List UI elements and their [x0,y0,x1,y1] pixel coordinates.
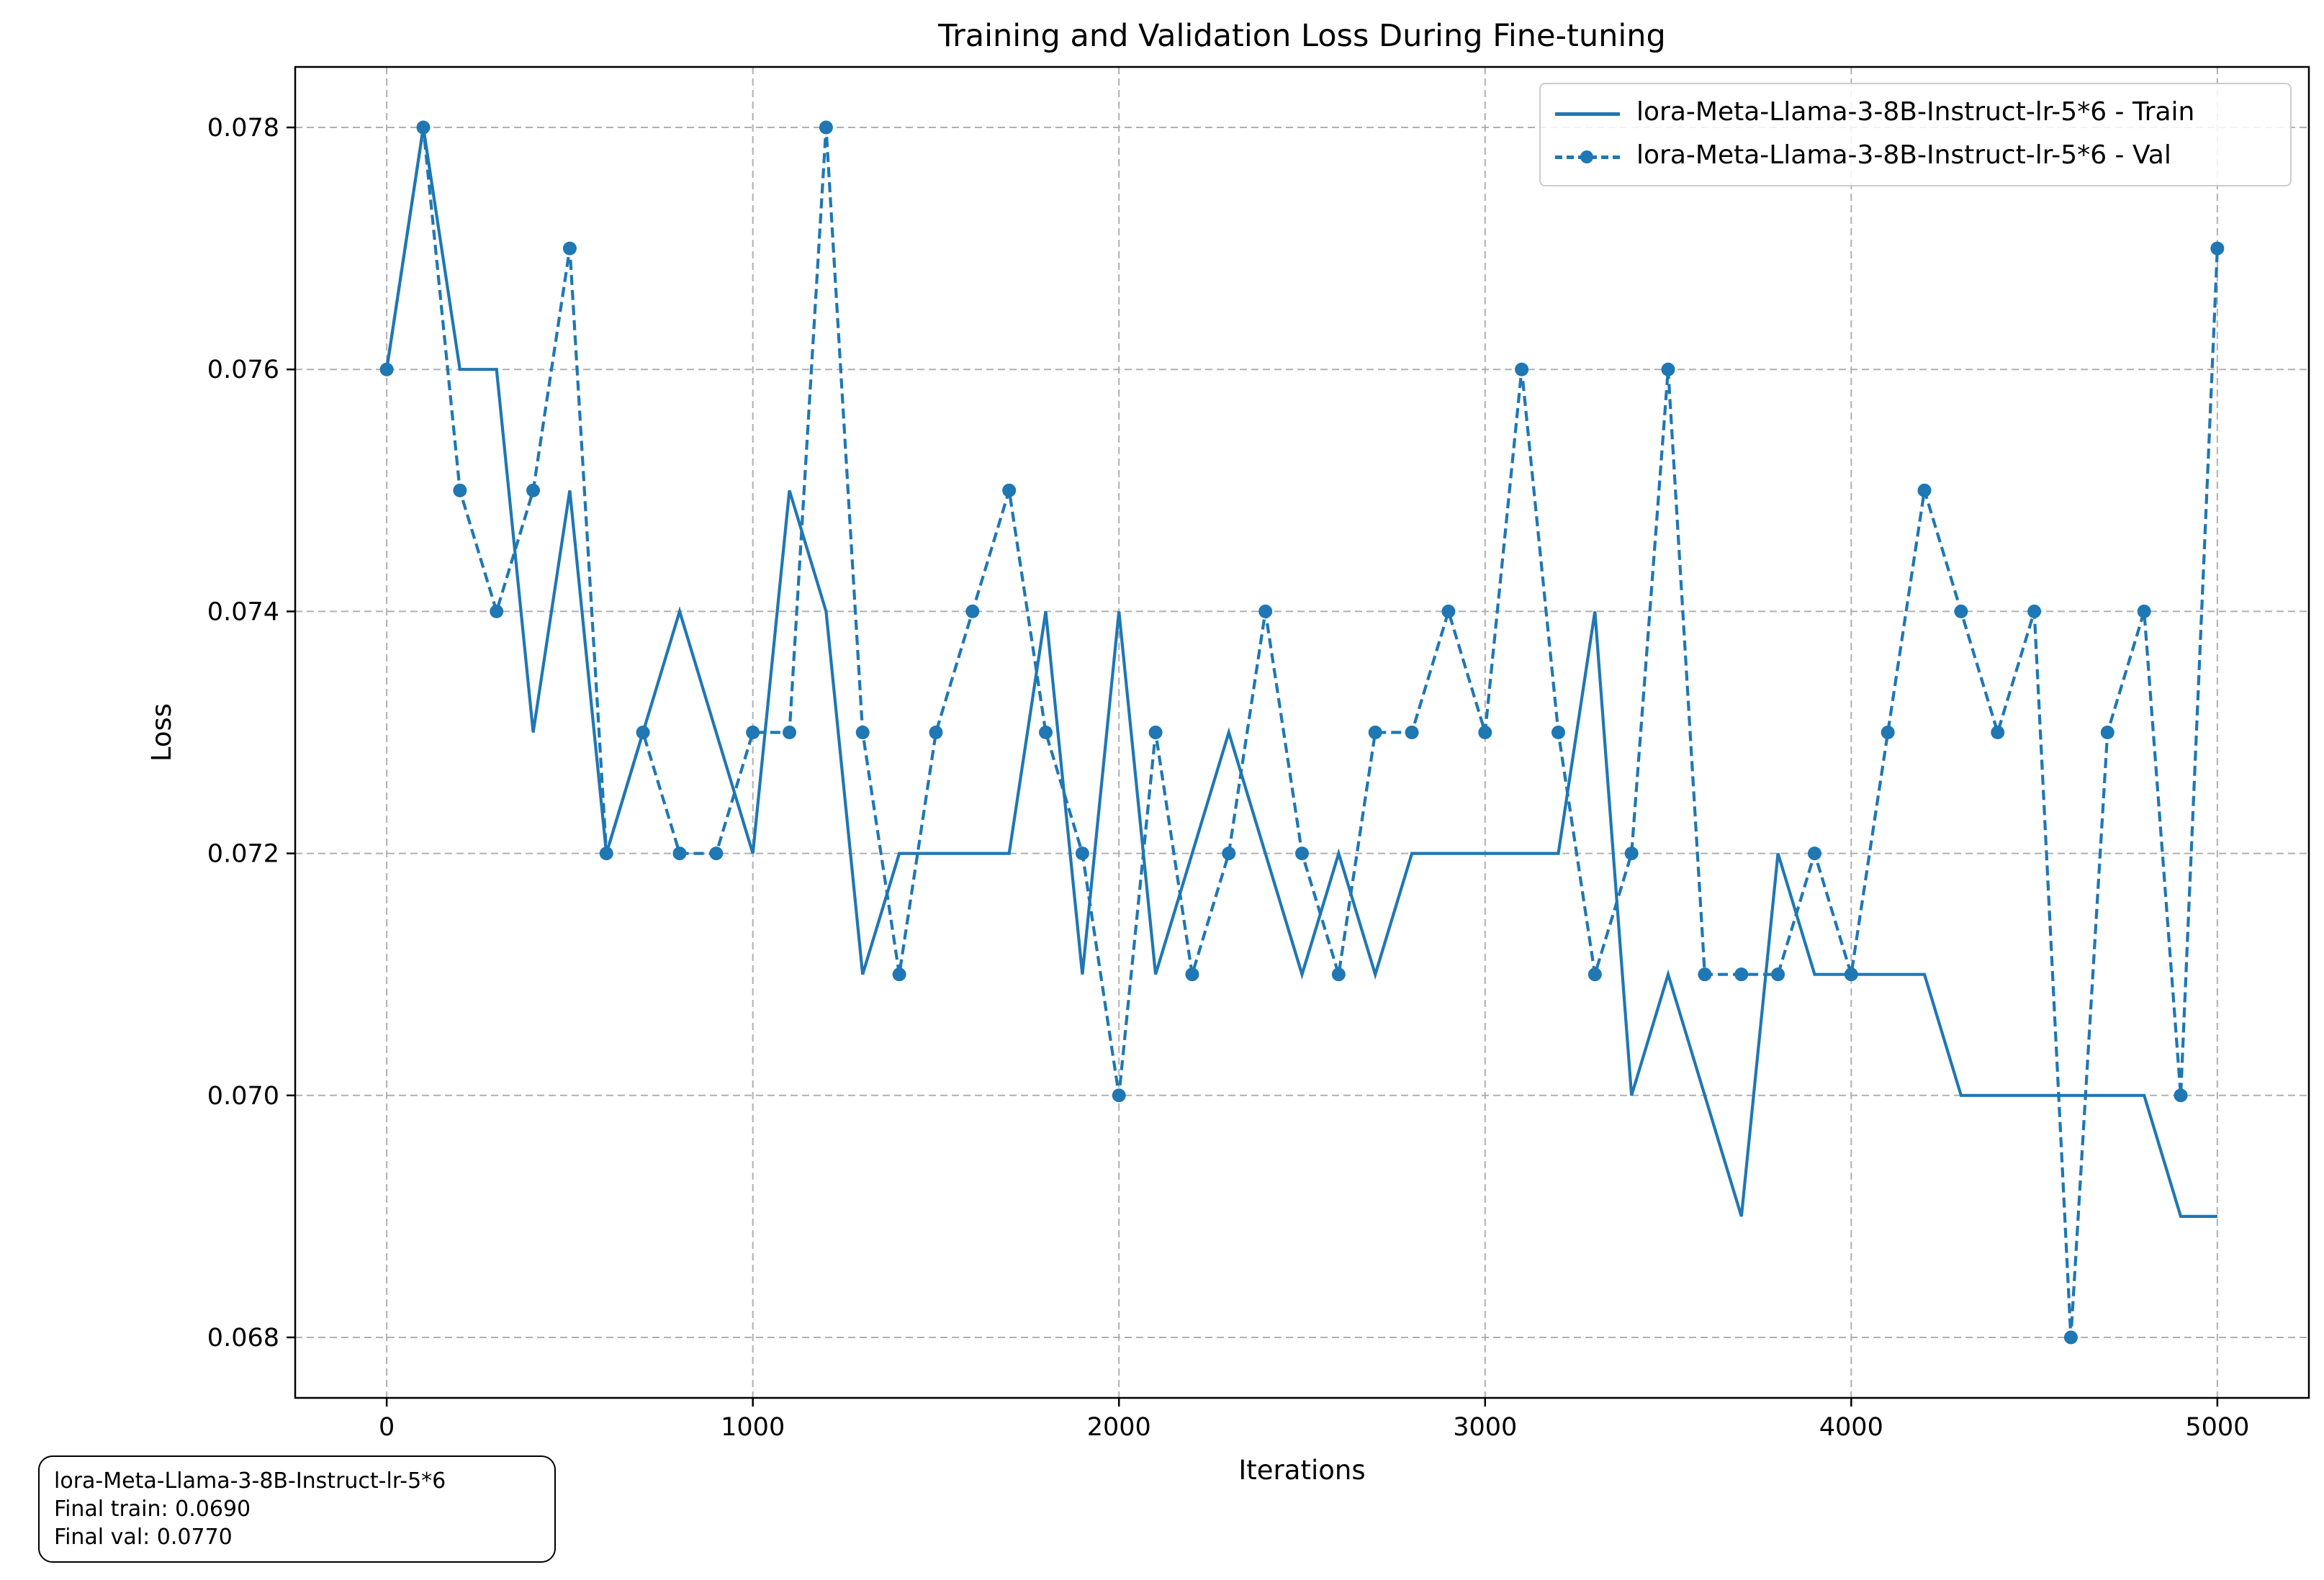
x-tick-label: 2000 [1087,1413,1151,1442]
chart-title: Training and Validation Loss During Fine… [937,18,1666,54]
plot-frame [294,66,2310,1399]
val-loss-point [1551,726,1565,739]
val-loss-point [1954,604,1968,618]
val-loss-point [526,483,541,497]
val-loss-point [892,967,906,982]
val-loss-point [1368,726,1382,739]
val-loss-point [1441,604,1456,618]
series-layer [379,120,2225,1345]
val-loss-point [1661,362,1675,376]
x-tick-label: 5000 [2185,1413,2249,1442]
val-loss-point [416,120,431,135]
val-loss-point [453,483,467,497]
val-loss-point [1881,726,1895,739]
val-loss-point [709,847,724,861]
val-loss-point [1185,967,1199,982]
val-loss-point [1075,847,1089,861]
y-axis-label: Loss [146,703,177,762]
annotation-final-train: Final train: 0.0690 [54,1497,251,1522]
x-tick-label: 0 [379,1413,395,1442]
annotation-model-name: lora-Meta-Llama-3-8B-Instruct-lr-5*6 [54,1468,446,1494]
val-loss-point [1112,1088,1126,1103]
val-loss-point [819,120,833,135]
val-loss-point [2210,241,2225,256]
y-tick-label: 0.072 [207,840,279,869]
val-loss-point [1002,483,1017,497]
val-loss-point [929,726,943,739]
val-loss-line [385,127,2219,1338]
x-tick-label: 1000 [721,1413,785,1442]
val-loss-point [1624,847,1639,861]
val-loss-point [2174,1088,2188,1103]
val-loss-point [783,726,797,739]
val-loss-point [562,241,577,256]
y-tick-label: 0.070 [207,1082,279,1111]
val-loss-point [2137,604,2151,618]
annotation-final-val: Final val: 0.0770 [54,1525,233,1550]
val-loss-point [1771,967,1785,982]
x-tick-label: 3000 [1453,1413,1517,1442]
train-loss-line [385,127,2217,1219]
val-loss-point [1148,726,1163,739]
val-loss-point [1405,726,1419,739]
val-loss-point [1991,726,2005,739]
val-loss-point [599,847,613,861]
val-loss-point [1844,967,1858,982]
val-loss-point [1734,967,1749,982]
val-loss-point [1295,847,1309,861]
legend-train-line [1555,112,1620,116]
val-loss-point [1331,967,1346,982]
val-loss-point [2027,604,2042,618]
val-loss-point [1478,726,1492,739]
x-tick-label: 4000 [1819,1413,1883,1442]
val-loss-point [379,362,394,376]
val-loss-point [1807,847,1821,861]
val-loss-point [1515,362,1529,376]
grid-lines [295,67,2309,1398]
y-tick-label: 0.074 [207,597,279,626]
val-loss-point [2063,1330,2078,1345]
val-loss-point [1222,847,1236,861]
val-loss-point [1587,967,1602,982]
legend-train-label: lora-Meta-Llama-3-8B-Instruct-lr-5*6 - T… [1636,97,2195,127]
val-loss-point [1258,604,1273,618]
val-loss-point [2100,726,2114,739]
val-loss-point [672,847,687,861]
val-loss-point [965,604,980,618]
axis-ticks: 0 1000 2000 3000 4000 5000 0.068 0.070 0.072 0.07… [207,114,2250,1442]
legend-val-label: lora-Meta-Llama-3-8B-Instruct-lr-5*6 - V… [1636,140,2171,170]
val-loss-point [490,604,504,618]
legend: lora-Meta-Llama-3-8B-Instruct-lr-5*6 - T… [1539,83,2292,186]
val-loss-point [636,726,650,739]
val-loss-point [746,726,760,739]
y-tick-label: 0.076 [207,356,279,384]
y-tick-label: 0.078 [207,114,279,143]
val-loss-point [855,726,870,739]
val-loss-point [1039,726,1053,739]
val-loss-point [1917,483,1932,497]
val-loss-point [1698,967,1712,982]
legend-val-marker [1580,150,1593,163]
final-values-box: lora-Meta-Llama-3-8B-Instruct-lr-5*6 Fin… [38,1455,556,1563]
y-tick-label: 0.068 [207,1324,279,1353]
x-axis-label: Iterations [1238,1455,1365,1486]
